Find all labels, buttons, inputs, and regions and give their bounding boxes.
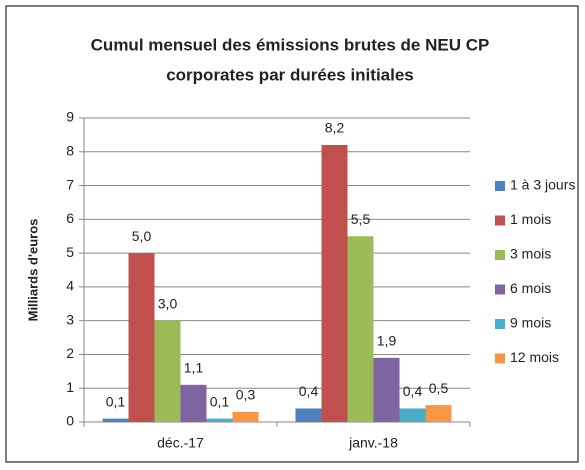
chart-title: corporates par durées initiales <box>166 65 414 84</box>
bar <box>206 418 233 422</box>
data-label: 5,5 <box>351 211 371 227</box>
chart-title: Cumul mensuel des émissions brutes de NE… <box>91 35 490 54</box>
data-label: 5,0 <box>132 228 152 244</box>
legend-label: 12 mois <box>510 349 559 365</box>
y-tick-label: 7 <box>66 176 74 192</box>
bar <box>180 384 207 422</box>
data-label: 0,1 <box>106 393 126 409</box>
legend-swatch <box>495 181 505 191</box>
y-tick-label: 3 <box>66 311 74 327</box>
x-tick-label: déc.-17 <box>157 435 204 451</box>
y-tick-label: 6 <box>66 210 74 226</box>
data-label: 3,0 <box>158 295 178 311</box>
bar <box>321 145 348 422</box>
bar <box>373 357 400 422</box>
data-label: 0,4 <box>299 383 319 399</box>
chart-border <box>5 5 579 463</box>
bar <box>154 320 181 422</box>
legend-label: 1 à 3 jours <box>510 177 575 193</box>
data-label: 0,1 <box>210 393 230 409</box>
y-axis-label: Milliards d'euros <box>25 219 40 322</box>
y-tick-label: 0 <box>66 413 74 429</box>
legend-swatch <box>495 353 505 364</box>
legend-swatch <box>495 319 505 329</box>
bar <box>347 236 374 422</box>
data-label: 0,4 <box>403 383 423 399</box>
data-label: 0,5 <box>429 380 449 396</box>
data-label: 0,3 <box>236 387 256 403</box>
data-label: 8,2 <box>325 120 345 136</box>
legend-label: 1 mois <box>510 211 551 227</box>
legend-label: 9 mois <box>510 315 551 331</box>
y-tick-label: 4 <box>66 278 74 294</box>
data-label: 1,9 <box>377 333 397 349</box>
bar <box>128 253 155 422</box>
legend-label: 3 mois <box>510 246 551 262</box>
legend-swatch <box>495 215 505 226</box>
y-tick-label: 1 <box>66 379 74 395</box>
y-tick-label: 5 <box>66 244 74 260</box>
bar <box>425 405 452 422</box>
y-tick-label: 8 <box>66 142 74 158</box>
legend-label: 6 mois <box>510 280 551 296</box>
data-label: 1,1 <box>184 360 204 376</box>
bar <box>399 408 426 422</box>
legend-swatch <box>495 284 505 295</box>
bar <box>102 418 129 422</box>
bar <box>232 411 259 422</box>
bar <box>295 408 322 422</box>
y-tick-label: 2 <box>66 345 74 361</box>
y-tick-label: 9 <box>66 109 74 125</box>
x-tick-label: janv.-18 <box>348 435 398 451</box>
legend-swatch <box>495 250 505 260</box>
